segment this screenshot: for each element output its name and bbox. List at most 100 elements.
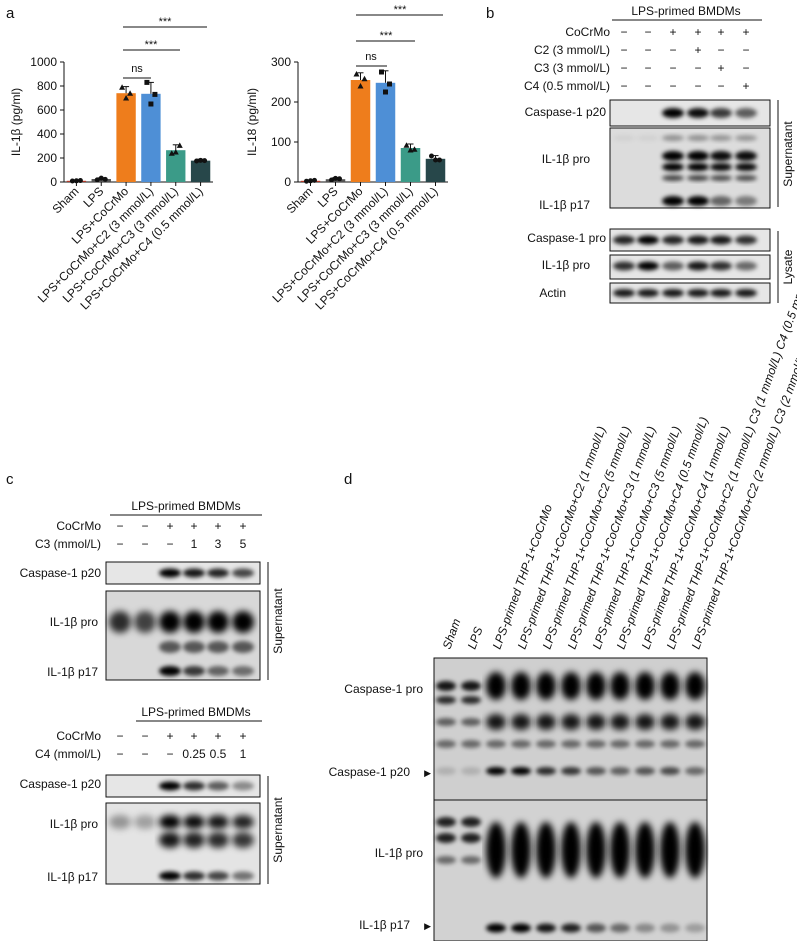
- chart2-point: [337, 176, 342, 182]
- chart1-y-tick-label: 200: [37, 151, 57, 165]
- panel-c2-treatment-value: +: [166, 729, 173, 743]
- panel-d-casp1-pro-band: [610, 672, 630, 700]
- panel-d-casp1-band: [461, 740, 481, 748]
- panel-b-il1b-p17-band: [735, 196, 757, 206]
- panel-d-casp1-band: [436, 718, 456, 726]
- panel-d-casp1-pro-band: [461, 681, 481, 691]
- panel-b-il1b-p17-band: [662, 196, 684, 206]
- panel-b-actin-band: [637, 289, 659, 297]
- panel-b-il1b-sup-band: [710, 135, 732, 141]
- arrowhead-icon: ▶: [424, 768, 431, 778]
- panel-d-il1b-pro-band: [635, 822, 655, 878]
- panel-d-casp1-p20-band: [536, 767, 556, 775]
- panel-b-treatment-value: +: [717, 61, 724, 75]
- chart2-point: [383, 89, 388, 95]
- panel-d-casp1-band: [685, 740, 705, 748]
- chart1-point: [102, 176, 108, 182]
- panel-b-treatment-value: −: [694, 79, 701, 93]
- panel-d-casp1-band: [586, 714, 606, 730]
- panel-d-casp1-band: [660, 714, 680, 730]
- panel-b-il1b-pro-lysate-band: [637, 261, 659, 271]
- panel-c2-treatment-value: 0.5: [210, 747, 227, 761]
- panel-d-il1b-p17-band: [610, 923, 630, 933]
- panel-b-treatment-value: +: [742, 25, 749, 39]
- panel-b-il1b-sup-band: [687, 163, 709, 171]
- panel-c1-treatment-value: 3: [215, 537, 222, 551]
- panel-c1-il1b-band: [159, 611, 181, 633]
- panel-c1-treatment-value: −: [116, 537, 123, 551]
- panel-d-casp1-pro-band: [486, 672, 506, 700]
- panel-c2-treatment-value: +: [190, 729, 197, 743]
- panel-c2-blot-label: Caspase-1 p20: [20, 777, 102, 791]
- panel-c1-treatment-value: −: [166, 537, 173, 551]
- panel-d-casp1-band: [660, 740, 680, 748]
- chart1-significance: ns *** ***: [123, 16, 207, 79]
- panel-b-il1b-sup-band: [710, 163, 732, 171]
- panel-c2-blot-label: IL-1β p17: [47, 870, 98, 884]
- panel-b-treatment-value: +: [742, 79, 749, 93]
- panel-d-il1b-pro-band: [586, 822, 606, 878]
- panel-c1-treatment-value: +: [239, 519, 246, 533]
- panel-c1-treatment-value: −: [116, 519, 123, 533]
- panel-c-top-western-blot: LPS-primed BMDMs CoCrMo − − + + + + C3 (mmol/L)…: [20, 499, 285, 681]
- panel-d-casp1-band: [635, 740, 655, 748]
- panel-b-blot-label: Actin: [539, 286, 566, 300]
- panel-d-casp1-band: [586, 740, 606, 748]
- panel-c1-il1b-band: [159, 641, 181, 653]
- panel-c1-bracket-label: Supernatant: [271, 588, 285, 654]
- panel-b-il1b-sup-band: [613, 135, 635, 141]
- chart1-point: [202, 158, 208, 164]
- panel-c1-title: LPS-primed BMDMs: [131, 499, 240, 513]
- panel-d-casp1-pro-band: [536, 672, 556, 700]
- panel-b-title: LPS-primed BMDMs: [631, 4, 740, 18]
- panel-d-casp1-band: [536, 714, 556, 730]
- panel-d-casp1-pro-band: [586, 672, 606, 700]
- panel-d-il1b-pro-band: [685, 822, 705, 878]
- chart2-point: [437, 157, 442, 163]
- panel-c1-il1b-band: [207, 611, 229, 633]
- panel-b-il1b-sup-band: [637, 135, 659, 141]
- panel-b-il1b-pro-lysate-band: [710, 261, 732, 271]
- chart2-point: [357, 83, 364, 89]
- panel-d-casp1-p20-band: [685, 767, 705, 775]
- panel-d-casp1-p20-band: [461, 767, 481, 775]
- panel-b-treatment-value: −: [620, 79, 627, 93]
- panel-b-treatment-value: −: [717, 79, 724, 93]
- panel-b-il1b-pro-lysate-band: [687, 261, 709, 271]
- chart2-bar: [375, 82, 396, 182]
- panel-c2-treatment-value: 1: [240, 747, 247, 761]
- panel-d-casp1-band: [610, 714, 630, 730]
- panel-b-il1b-sup-band: [662, 151, 684, 161]
- panel-d-lane-label: Sham: [440, 617, 464, 651]
- panel-c1-il1b-band: [232, 641, 254, 653]
- panel-c1-il1b-p17-band: [207, 666, 229, 676]
- panel-d-il1b-p17-band: [586, 923, 606, 933]
- panel-c2-treatment-value: −: [166, 747, 173, 761]
- panel-c-bottom-western-blot: LPS-primed BMDMs CoCrMo − − + + + + C4 (mmol/L)…: [20, 705, 285, 885]
- panel-b-treatment-value: −: [644, 43, 651, 57]
- panel-b-il1b-sup-band: [662, 135, 684, 141]
- panel-d-casp1-pro-band: [436, 696, 456, 704]
- chart2-sig-star-1: ***: [380, 30, 394, 42]
- panel-b-actin-band: [735, 289, 757, 297]
- panel-c1-treatment-value: 5: [240, 537, 247, 551]
- panel-letter-b: b: [486, 5, 494, 22]
- panel-b-blot-label: IL-1β pro: [542, 152, 591, 166]
- panel-b-il1b-pro-lysate-band: [735, 261, 757, 271]
- panel-c1-il1b-band: [134, 611, 156, 633]
- panel-d-il1b-pro-band: [436, 856, 456, 864]
- chart1-point: [172, 149, 179, 155]
- panel-b-casp1-pro-band: [662, 235, 684, 245]
- panel-b-casp1-pro-band: [613, 235, 635, 245]
- panel-d-casp1-band: [461, 718, 481, 726]
- panel-b-treatment-value: +: [669, 25, 676, 39]
- panel-b-il1b-sup-band: [710, 175, 732, 181]
- chart1-point: [119, 84, 126, 90]
- panel-d-il1b-pro-band: [461, 817, 481, 827]
- panel-c1-il1b-band: [183, 611, 205, 633]
- chart2-ylabel: IL-18 (pg/ml): [245, 88, 259, 156]
- chart2-y-tick-label: 100: [271, 135, 291, 149]
- panel-c1-blot-label: IL-1β pro: [50, 615, 99, 629]
- panel-b-actin-band: [662, 289, 684, 297]
